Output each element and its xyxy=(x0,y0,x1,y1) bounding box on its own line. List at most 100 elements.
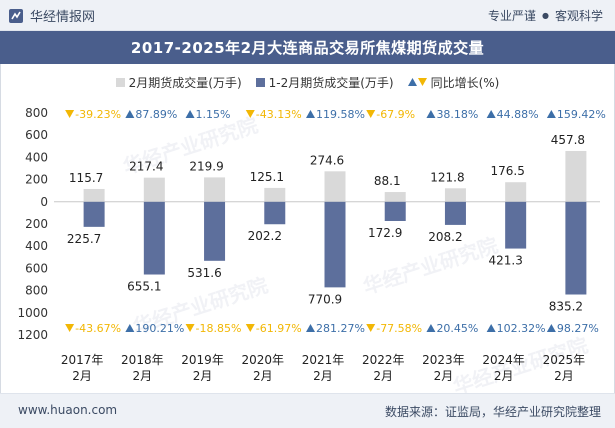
y-tick-label: 1000 xyxy=(17,306,48,320)
y-tick-label: 800 xyxy=(25,106,48,120)
growth-cumulative-label: -18.85% xyxy=(196,322,242,335)
growth-month-label: 87.89% xyxy=(135,108,177,121)
bar-month-value: 219.9 xyxy=(189,159,223,173)
x-tick-label-year: 2023年 xyxy=(422,353,465,367)
bar-month-value: 88.1 xyxy=(374,174,401,188)
bar-cumulative xyxy=(264,201,286,225)
bar-cumulative xyxy=(565,201,587,295)
x-tick-label-month: 2月 xyxy=(133,369,153,383)
logo-icon xyxy=(9,8,23,23)
bar-cumulative-value: 421.3 xyxy=(488,254,522,268)
growth-cumulative-label: 281.27% xyxy=(316,322,365,335)
legend-label-growth: 同比增长(%) xyxy=(430,75,500,90)
title-bar: 2017-2025年2月大连商品交易所焦煤期货成交量 xyxy=(0,31,615,64)
y-tick-label: 0 xyxy=(40,195,48,209)
bar-cumulative-value: 655.1 xyxy=(127,280,161,294)
chart-plot: 800 600 400 200 0 200 400 600 800 1000 1200 115.7 22… xyxy=(17,106,605,383)
bar-month xyxy=(204,177,226,202)
x-tick-label-month: 2月 xyxy=(313,369,333,383)
x-tick-label-month: 2月 xyxy=(193,369,213,383)
growth-cumulative-down-marker xyxy=(366,324,376,332)
y-tick-label: 600 xyxy=(25,128,48,142)
bar-month xyxy=(505,182,527,202)
growth-cumulative-up-marker xyxy=(486,324,496,332)
legend-swatch-month xyxy=(115,77,125,87)
x-tick-label-month: 2月 xyxy=(72,369,92,383)
growth-cumulative-down-marker xyxy=(185,324,195,332)
growth-cumulative-label: -61.97% xyxy=(256,322,302,335)
header-tags: 专业严谨 ● 客观科学 xyxy=(488,7,603,24)
bar-cumulative-value: 225.7 xyxy=(67,232,101,246)
growth-month-label: -43.13% xyxy=(256,108,302,121)
footer-url[interactable]: www.huaon.com xyxy=(18,403,118,417)
bar-month-value: 115.7 xyxy=(69,171,103,185)
growth-month-label: 44.88% xyxy=(497,108,539,121)
legend-item-growth: 同比增长(%) xyxy=(407,74,500,91)
footer-bar: www.huaon.com 数据来源：证监局，华经产业研究院整理 xyxy=(0,393,615,428)
header-bar: 华经情报网 专业严谨 ● 客观科学 xyxy=(0,0,615,31)
legend-label-month: 2月期货成交量(万手) xyxy=(128,75,242,90)
growth-cumulative-label: 190.21% xyxy=(135,322,184,335)
x-tick-label-year: 2018年 xyxy=(121,353,164,367)
growth-month-up-marker xyxy=(426,110,436,118)
legend-triangle-icons xyxy=(407,78,427,86)
growth-cumulative-up-marker xyxy=(125,324,135,332)
growth-cumulative-label: 98.27% xyxy=(557,322,599,335)
growth-month-up-marker xyxy=(486,110,496,118)
y-tick-label: 600 xyxy=(25,261,48,275)
y-tick-label: 400 xyxy=(25,239,48,253)
legend-swatch-cumulative xyxy=(255,77,265,87)
bar-cumulative-value: 770.9 xyxy=(308,292,342,306)
growth-cumulative-up-marker xyxy=(426,324,436,332)
bar-month-value: 217.4 xyxy=(129,160,163,174)
y-tick-label: 800 xyxy=(25,284,48,298)
x-tick-label-month: 2月 xyxy=(494,369,514,383)
bar-month-value: 176.5 xyxy=(490,164,524,178)
bar-month xyxy=(324,171,346,202)
site-logo[interactable]: 华经情报网 xyxy=(8,6,95,25)
legend-label-cumulative: 1-2月期货成交量(万手) xyxy=(268,75,394,90)
bar-cumulative-value: 835.2 xyxy=(549,300,583,314)
growth-month-up-marker xyxy=(306,110,315,118)
x-tick-label-year: 2021年 xyxy=(302,353,345,367)
y-tick-label: 400 xyxy=(25,150,48,164)
bar-month-value: 125.1 xyxy=(250,170,284,184)
bar-month xyxy=(384,192,406,202)
growth-month-down-marker xyxy=(245,110,255,118)
x-tick-label-year: 2022年 xyxy=(362,353,405,367)
bar-month xyxy=(264,187,286,202)
x-tick-label-year: 2019年 xyxy=(181,353,224,367)
growth-month-up-marker xyxy=(125,110,135,118)
growth-month-up-marker xyxy=(185,110,195,118)
bar-cumulative-value: 202.2 xyxy=(248,229,282,243)
x-tick-label-month: 2月 xyxy=(373,369,393,383)
x-tick-label-year: 2020年 xyxy=(242,353,285,367)
growth-cumulative-up-marker xyxy=(306,324,315,332)
legend-item-cumulative: 1-2月期货成交量(万手) xyxy=(255,74,394,91)
growth-month-label: 38.18% xyxy=(436,108,478,121)
tag-objective: 客观科学 xyxy=(554,9,603,23)
y-tick-label: 200 xyxy=(25,217,48,231)
growth-cumulative-up-marker xyxy=(546,324,556,332)
site-name: 华经情报网 xyxy=(30,10,96,25)
growth-cumulative-label: -43.67% xyxy=(75,322,121,335)
bar-cumulative-value: 208.2 xyxy=(428,230,462,244)
growth-month-label: 119.58% xyxy=(316,108,365,121)
growth-cumulative-label: 102.32% xyxy=(497,322,546,335)
y-tick-label: 1200 xyxy=(17,328,48,342)
footer-source: 数据来源：证监局，华经产业研究院整理 xyxy=(384,405,601,419)
bar-cumulative-value: 172.9 xyxy=(368,226,402,240)
bar-month xyxy=(83,188,105,202)
growth-month-down-marker xyxy=(65,110,75,118)
growth-cumulative-down-marker xyxy=(245,324,255,332)
tag-separator: ● xyxy=(542,11,549,20)
legend-item-month: 2月期货成交量(万手) xyxy=(115,74,242,91)
x-tick-label-month: 2月 xyxy=(253,369,273,383)
x-tick-label-year: 2017年 xyxy=(61,353,104,367)
bar-cumulative xyxy=(384,201,406,221)
bar-month-value: 274.6 xyxy=(310,153,344,167)
chart-title: 2017-2025年2月大连商品交易所焦煤期货成交量 xyxy=(130,39,485,57)
bar-month-value: 121.8 xyxy=(430,170,464,184)
bar-cumulative xyxy=(143,201,165,275)
growth-month-label: 1.15% xyxy=(196,108,231,121)
